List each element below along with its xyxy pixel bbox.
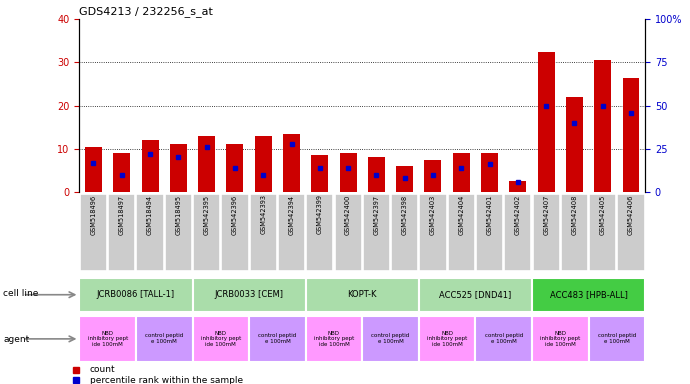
FancyBboxPatch shape bbox=[419, 316, 475, 362]
Bar bbox=[622, 78, 640, 192]
Text: GSM542403: GSM542403 bbox=[430, 194, 436, 235]
Text: GSM518496: GSM518496 bbox=[90, 194, 97, 235]
FancyBboxPatch shape bbox=[221, 194, 248, 271]
Text: JCRB0086 [TALL-1]: JCRB0086 [TALL-1] bbox=[97, 290, 175, 299]
FancyBboxPatch shape bbox=[391, 194, 418, 271]
Bar bbox=[396, 166, 413, 192]
Text: count: count bbox=[90, 365, 115, 374]
FancyBboxPatch shape bbox=[589, 194, 616, 271]
FancyBboxPatch shape bbox=[79, 278, 193, 311]
FancyBboxPatch shape bbox=[420, 194, 446, 271]
FancyBboxPatch shape bbox=[278, 194, 305, 271]
Bar bbox=[311, 155, 328, 192]
Text: GSM542397: GSM542397 bbox=[373, 194, 380, 235]
Text: NBD
inhibitory pept
ide 100mM: NBD inhibitory pept ide 100mM bbox=[88, 331, 128, 347]
FancyBboxPatch shape bbox=[193, 278, 306, 311]
Text: GSM542404: GSM542404 bbox=[458, 194, 464, 235]
FancyBboxPatch shape bbox=[363, 194, 390, 271]
Text: NBD
inhibitory pept
ide 100mM: NBD inhibitory pept ide 100mM bbox=[201, 331, 241, 347]
FancyBboxPatch shape bbox=[306, 316, 362, 362]
Text: agent: agent bbox=[3, 335, 30, 344]
Text: GSM542408: GSM542408 bbox=[571, 194, 578, 235]
Text: GSM518494: GSM518494 bbox=[147, 194, 153, 235]
Text: NBD
inhibitory pept
ide 100mM: NBD inhibitory pept ide 100mM bbox=[314, 331, 354, 347]
Bar bbox=[85, 147, 102, 192]
FancyBboxPatch shape bbox=[136, 316, 193, 362]
Bar bbox=[566, 97, 583, 192]
Bar bbox=[170, 144, 187, 192]
Bar bbox=[481, 153, 498, 192]
Bar bbox=[283, 134, 300, 192]
FancyBboxPatch shape bbox=[249, 316, 306, 362]
Text: GSM542407: GSM542407 bbox=[543, 194, 549, 235]
Text: GSM542395: GSM542395 bbox=[204, 194, 210, 235]
Text: NBD
inhibitory pept
ide 100mM: NBD inhibitory pept ide 100mM bbox=[427, 331, 467, 347]
Text: control peptid
e 100mM: control peptid e 100mM bbox=[145, 333, 184, 344]
Bar bbox=[113, 153, 130, 192]
Bar bbox=[594, 60, 611, 192]
Text: GSM542402: GSM542402 bbox=[515, 194, 521, 235]
FancyBboxPatch shape bbox=[532, 278, 645, 311]
Text: control peptid
e 100mM: control peptid e 100mM bbox=[258, 333, 297, 344]
FancyBboxPatch shape bbox=[532, 316, 589, 362]
Text: control peptid
e 100mM: control peptid e 100mM bbox=[371, 333, 410, 344]
FancyBboxPatch shape bbox=[306, 278, 419, 311]
Text: GSM542405: GSM542405 bbox=[600, 194, 606, 235]
Text: NBD
inhibitory pept
ide 100mM: NBD inhibitory pept ide 100mM bbox=[540, 331, 580, 347]
FancyBboxPatch shape bbox=[193, 194, 220, 271]
Text: ACC525 [DND41]: ACC525 [DND41] bbox=[440, 290, 511, 299]
Text: GDS4213 / 232256_s_at: GDS4213 / 232256_s_at bbox=[79, 6, 213, 17]
Text: GSM518495: GSM518495 bbox=[175, 194, 181, 235]
FancyBboxPatch shape bbox=[165, 194, 192, 271]
FancyBboxPatch shape bbox=[561, 194, 588, 271]
Bar bbox=[424, 160, 442, 192]
Text: GSM542401: GSM542401 bbox=[486, 194, 493, 235]
Text: GSM542394: GSM542394 bbox=[288, 194, 295, 235]
Text: GSM542398: GSM542398 bbox=[402, 194, 408, 235]
FancyBboxPatch shape bbox=[335, 194, 362, 271]
FancyBboxPatch shape bbox=[589, 316, 645, 362]
Bar bbox=[538, 51, 555, 192]
Text: ACC483 [HPB-ALL]: ACC483 [HPB-ALL] bbox=[550, 290, 627, 299]
FancyBboxPatch shape bbox=[193, 316, 249, 362]
FancyBboxPatch shape bbox=[250, 194, 277, 271]
Text: GSM518497: GSM518497 bbox=[119, 194, 125, 235]
Bar bbox=[453, 153, 470, 192]
Text: JCRB0033 [CEM]: JCRB0033 [CEM] bbox=[215, 290, 284, 299]
FancyBboxPatch shape bbox=[504, 194, 531, 271]
Bar bbox=[339, 153, 357, 192]
FancyBboxPatch shape bbox=[79, 316, 136, 362]
Text: KOPT-K: KOPT-K bbox=[348, 290, 377, 299]
Text: control peptid
e 100mM: control peptid e 100mM bbox=[484, 333, 523, 344]
Text: GSM542393: GSM542393 bbox=[260, 194, 266, 234]
FancyBboxPatch shape bbox=[137, 194, 164, 271]
Text: GSM542400: GSM542400 bbox=[345, 194, 351, 235]
FancyBboxPatch shape bbox=[533, 194, 560, 271]
FancyBboxPatch shape bbox=[362, 316, 419, 362]
Bar bbox=[368, 157, 385, 192]
FancyBboxPatch shape bbox=[306, 194, 333, 271]
Text: GSM542396: GSM542396 bbox=[232, 194, 238, 235]
FancyBboxPatch shape bbox=[108, 194, 135, 271]
Bar bbox=[509, 181, 526, 192]
Text: GSM542399: GSM542399 bbox=[317, 194, 323, 234]
FancyBboxPatch shape bbox=[475, 316, 532, 362]
FancyBboxPatch shape bbox=[80, 194, 107, 271]
Bar bbox=[141, 140, 159, 192]
Text: control peptid
e 100mM: control peptid e 100mM bbox=[598, 333, 636, 344]
Bar bbox=[255, 136, 272, 192]
FancyBboxPatch shape bbox=[476, 194, 503, 271]
FancyBboxPatch shape bbox=[419, 278, 532, 311]
Text: cell line: cell line bbox=[3, 289, 39, 298]
FancyBboxPatch shape bbox=[448, 194, 475, 271]
Bar bbox=[198, 136, 215, 192]
FancyBboxPatch shape bbox=[618, 194, 644, 271]
Text: percentile rank within the sample: percentile rank within the sample bbox=[90, 376, 243, 384]
Bar bbox=[226, 144, 244, 192]
Text: GSM542406: GSM542406 bbox=[628, 194, 634, 235]
